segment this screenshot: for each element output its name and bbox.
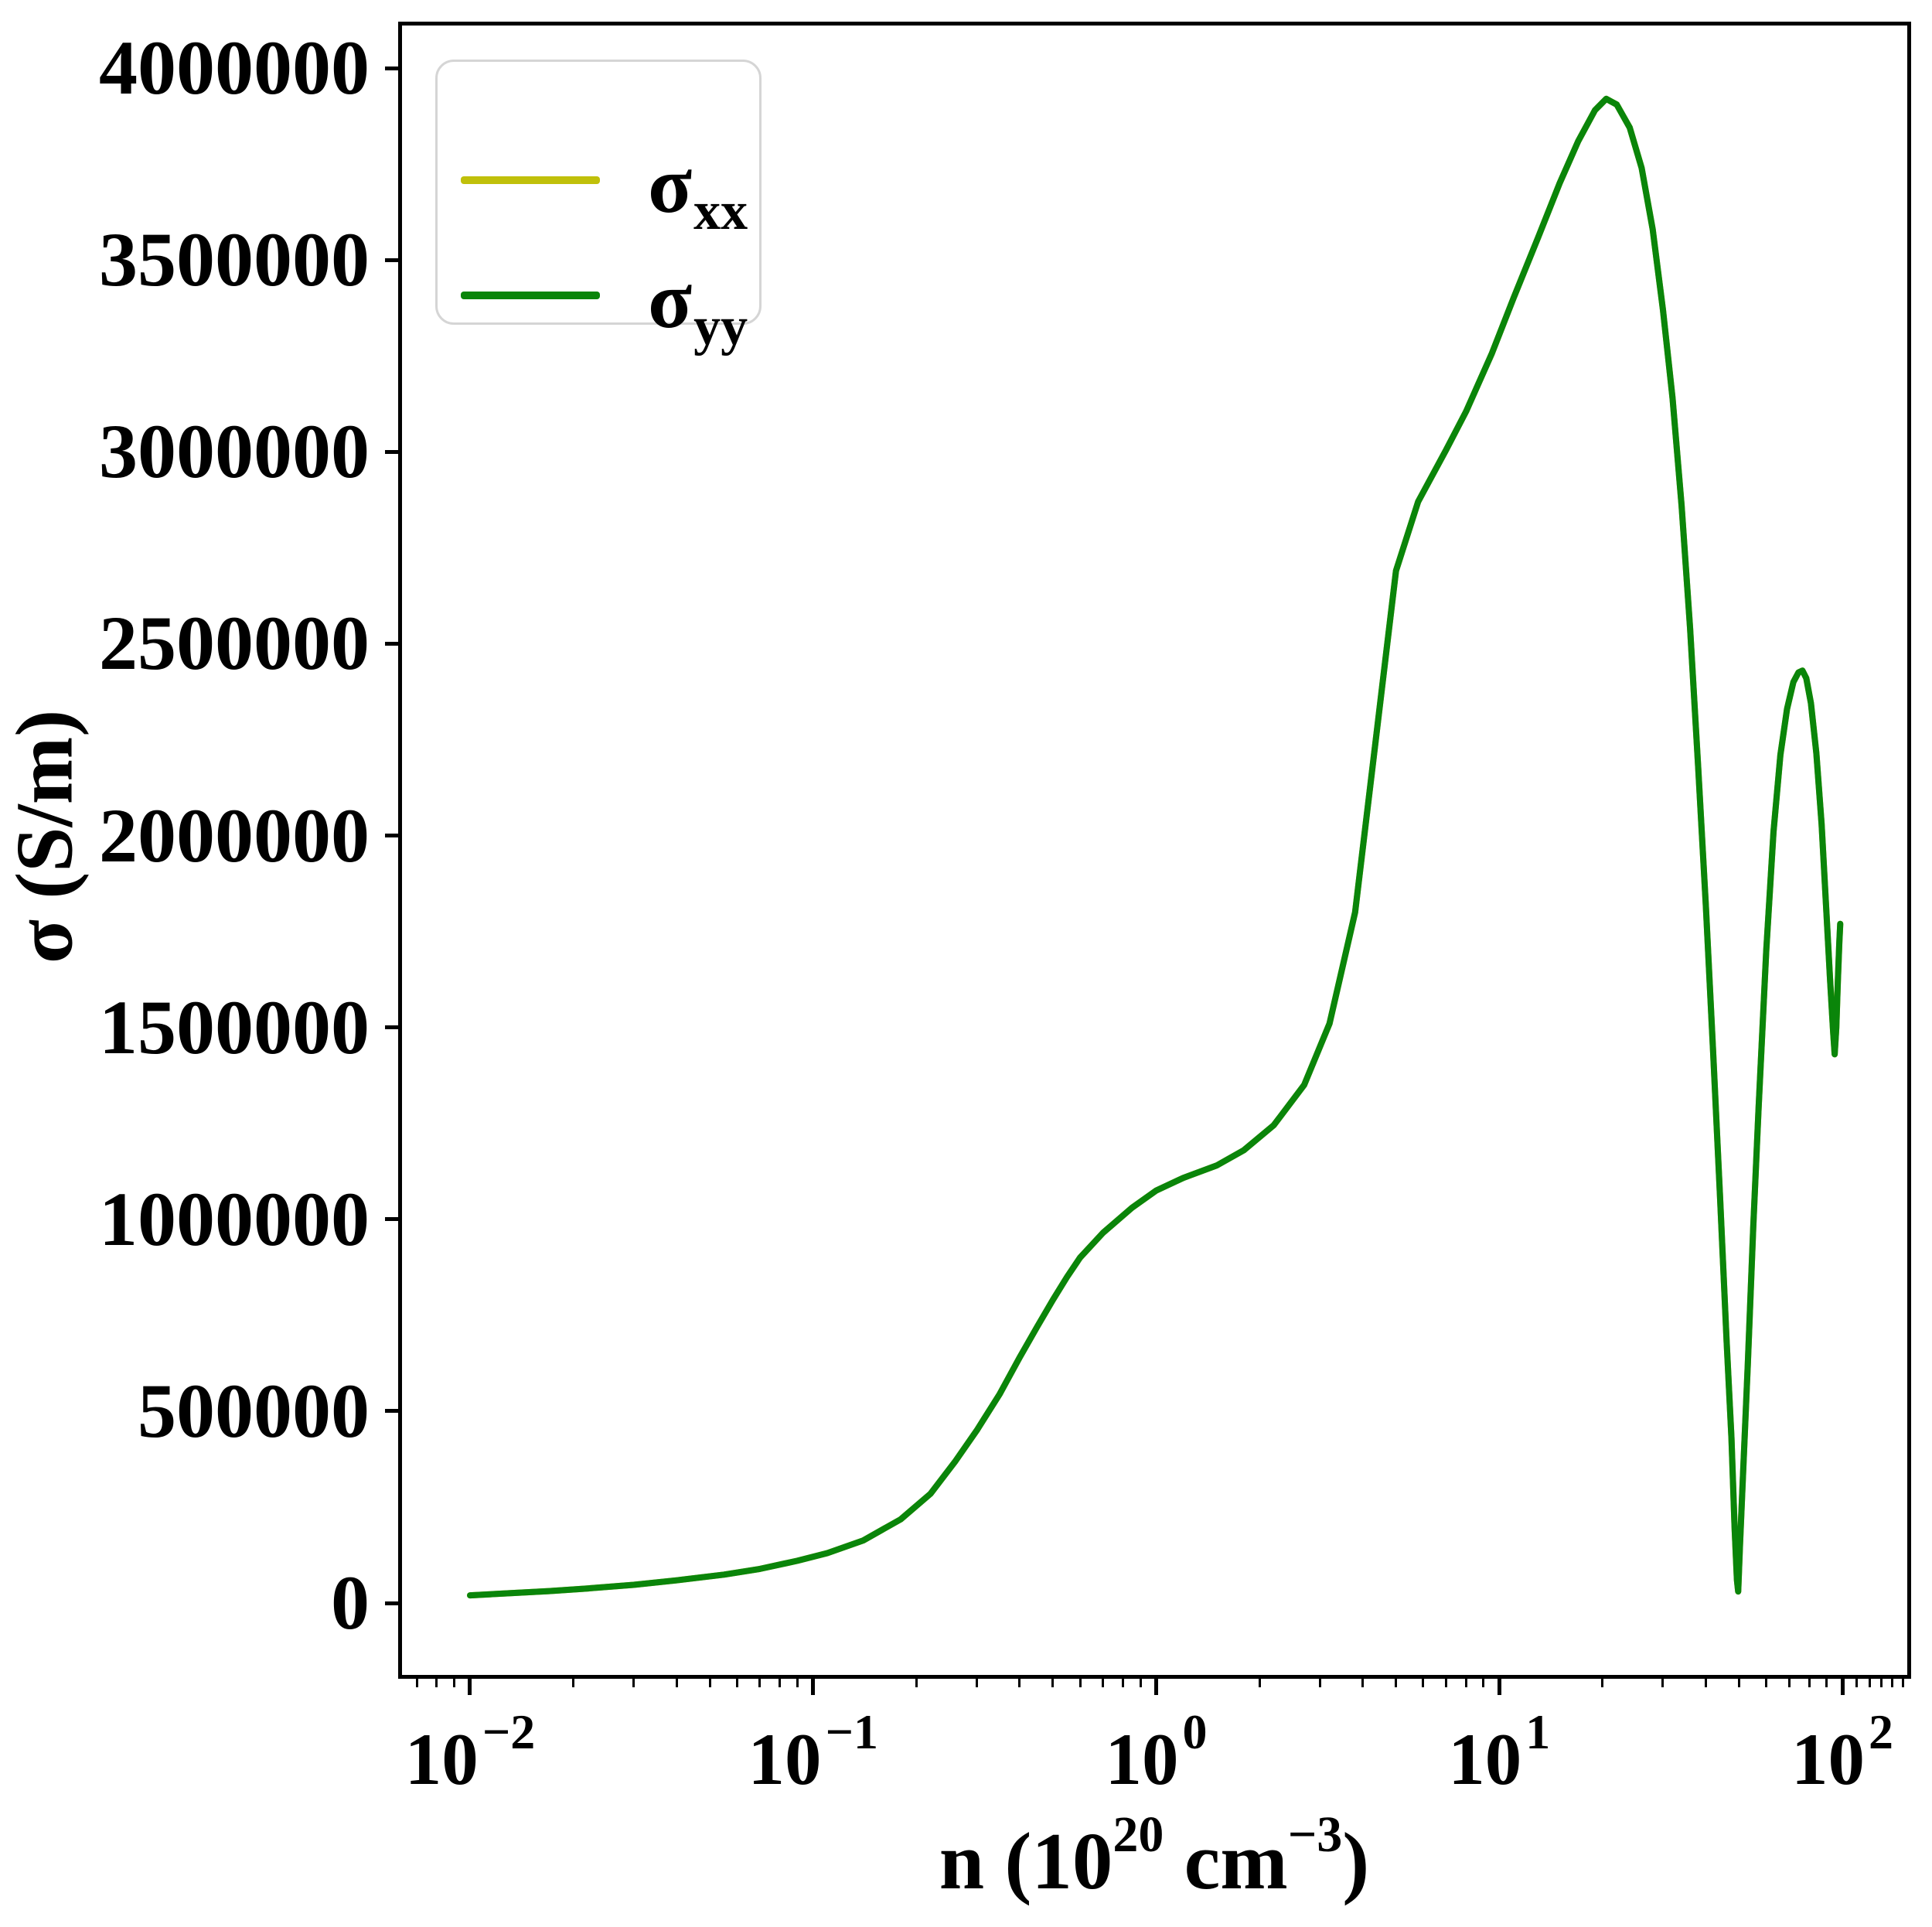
x-tick-minor [572,1679,575,1687]
x-tick-major [1497,1679,1501,1695]
y-tick-label: 500000 [138,1367,370,1454]
x-tick-minor [1078,1679,1082,1687]
y-tick-label: 4000000 [99,25,370,111]
x-tick-minor [796,1679,799,1687]
x-tick-label-exponent: −1 [825,1704,878,1759]
x-tick-major [1153,1679,1158,1695]
x-tick-label-exponent: −2 [482,1704,536,1759]
x-axis-label-mid: cm [1164,1816,1288,1906]
x-tick-label: 102 [1791,1704,1893,1806]
legend-label-sigma-yy-sub: yy [693,297,748,356]
x-tick-label: 100 [1105,1704,1207,1806]
x-tick-minor [1139,1679,1142,1687]
x-tick-minor [1102,1679,1105,1687]
y-tick-label: 2500000 [99,600,370,687]
y-tick [385,1601,398,1605]
y-tick [385,258,398,262]
x-tick-minor [435,1679,438,1687]
legend-line-sigma-xx [461,176,600,184]
y-tick [385,641,398,646]
x-tick-label: 101 [1448,1704,1550,1806]
legend-line-sigma-yy [461,292,600,299]
y-tick [385,1217,398,1222]
x-tick-minor [1018,1679,1021,1687]
y-tick-label: 1500000 [99,984,370,1070]
x-tick-minor [453,1679,456,1687]
x-tick-label-exponent: 1 [1525,1704,1551,1759]
x-tick-minor [675,1679,678,1687]
x-tick-label-base: 10 [1105,1718,1179,1800]
x-tick-label-exponent: 2 [1869,1704,1894,1759]
x-tick-minor [1601,1679,1604,1687]
x-tick-minor [1445,1679,1448,1687]
x-tick-minor [1482,1679,1485,1687]
x-tick-minor [1868,1679,1871,1687]
x-tick-minor [1787,1679,1791,1687]
y-tick [385,1409,398,1414]
x-tick-minor [632,1679,635,1687]
x-tick-minor [735,1679,738,1687]
legend: σxx σyy [435,60,762,356]
x-axis-label-suffix: ) [1342,1816,1370,1906]
y-tick [385,1025,398,1030]
y-tick-label: 0 [331,1560,370,1646]
legend-label-sigma-xx: σxx [648,144,748,241]
legend-label-sigma-yy: σyy [648,259,748,356]
legend-label-sigma-xx-base: σ [648,139,693,230]
x-tick-minor [1808,1679,1811,1687]
x-tick-minor [1765,1679,1768,1687]
x-tick-minor [758,1679,762,1687]
x-axis-label-sup-minus3: −3 [1287,1806,1343,1863]
y-tick [385,66,398,70]
legend-label-sigma-yy-base: σ [648,254,693,345]
x-axis-label-sup-20: 20 [1113,1806,1164,1863]
x-tick-label-exponent: 0 [1182,1704,1208,1759]
x-tick-label: 10−2 [404,1704,535,1806]
x-tick-label-base: 10 [404,1718,479,1800]
x-tick-major [468,1679,472,1695]
y-tick-label: 2000000 [99,792,370,878]
x-tick-minor [1737,1679,1740,1687]
x-tick-minor [415,1679,418,1687]
x-axis-label-prefix: n (10 [939,1816,1113,1906]
y-tick-label: 1000000 [99,1175,370,1262]
x-tick-minor [779,1679,782,1687]
x-tick-minor [1704,1679,1707,1687]
x-tick-minor [1258,1679,1261,1687]
x-tick-minor [975,1679,978,1687]
sigma-yy-line [467,95,1844,1599]
x-tick-minor [1121,1679,1124,1687]
x-tick-minor [915,1679,918,1687]
x-tick-minor [1880,1679,1883,1687]
y-tick-label: 3500000 [99,217,370,303]
x-tick-minor [1395,1679,1398,1687]
x-tick-minor [1901,1679,1904,1687]
x-axis-label: n (1020 cm−3) [939,1806,1370,1915]
x-tick-minor [1661,1679,1665,1687]
x-tick-minor [1361,1679,1365,1687]
x-tick-minor [1464,1679,1467,1687]
x-tick-label-base: 10 [1448,1718,1522,1800]
x-tick-minor [1855,1679,1858,1687]
x-tick-label-base: 10 [1791,1718,1866,1800]
x-tick-label: 10−1 [748,1704,877,1806]
y-tick [385,449,398,454]
x-tick-major [811,1679,816,1695]
plot-area [398,22,1911,1679]
y-tick [385,834,398,838]
x-tick-minor [708,1679,711,1687]
y-axis-label: σ (S/m) [0,709,90,964]
x-tick-minor [1318,1679,1321,1687]
x-tick-minor [1051,1679,1055,1687]
x-tick-minor [1825,1679,1828,1687]
y-tick-label: 3000000 [99,408,370,495]
x-tick-minor [1891,1679,1894,1687]
x-tick-label-base: 10 [748,1718,822,1800]
x-tick-major [1840,1679,1845,1695]
x-tick-minor [1422,1679,1425,1687]
legend-label-sigma-xx-sub: xx [693,182,748,241]
